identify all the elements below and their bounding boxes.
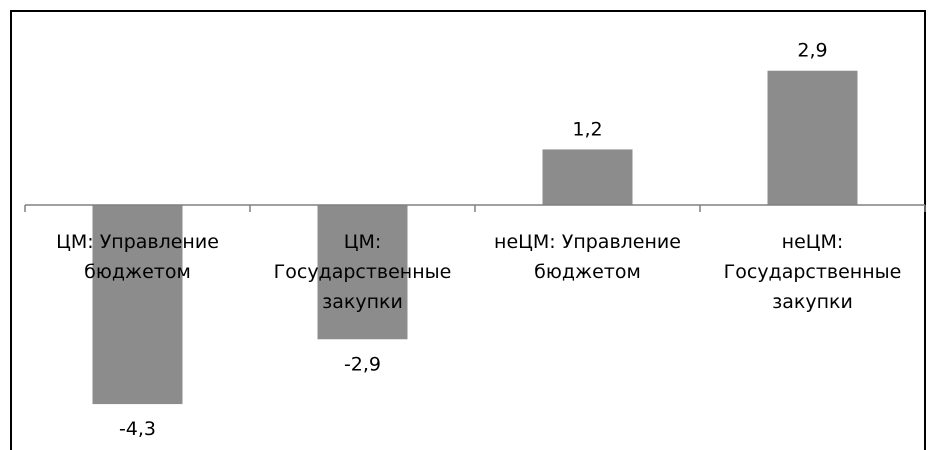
category-label: неЦМ: Управление бюджетом bbox=[494, 231, 681, 283]
bar bbox=[542, 149, 633, 205]
data-label: 2,9 bbox=[797, 40, 827, 62]
bar bbox=[767, 70, 858, 205]
data-label: -4,3 bbox=[119, 418, 156, 440]
category-label: неЦМ: Государственные закупки bbox=[724, 231, 902, 313]
bar bbox=[92, 205, 183, 405]
category-label: ЦМ: Государственные закупки bbox=[274, 231, 452, 313]
category-label: ЦМ: Управление бюджетом bbox=[56, 231, 219, 283]
data-label: 1,2 bbox=[572, 118, 602, 140]
bar bbox=[317, 205, 408, 340]
data-label: -2,9 bbox=[344, 353, 381, 375]
